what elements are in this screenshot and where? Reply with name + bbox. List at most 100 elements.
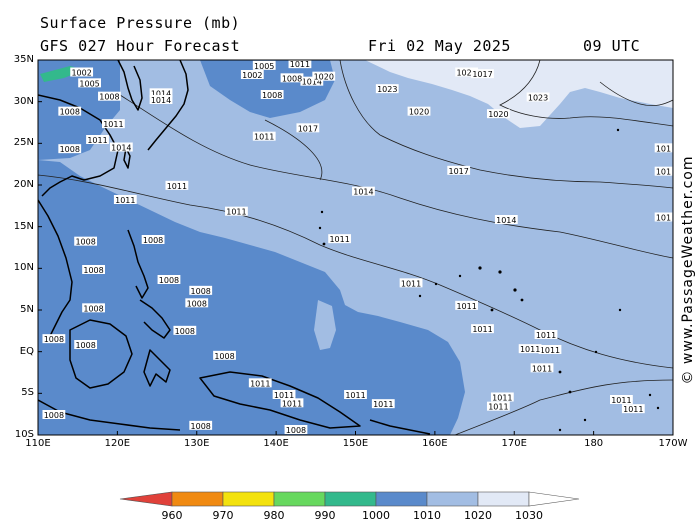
svg-text:1020: 1020 bbox=[409, 108, 429, 117]
land-sulawesi bbox=[143, 349, 171, 387]
isobar-label: 1020 bbox=[486, 109, 510, 119]
svg-text:1008: 1008 bbox=[286, 426, 306, 435]
land-philippines-luzon bbox=[127, 229, 149, 299]
isobar-label: 1014 bbox=[149, 95, 173, 105]
isobar-label: 1011 bbox=[288, 60, 312, 69]
svg-text:1014: 1014 bbox=[111, 144, 131, 153]
isobar-label: 1005 bbox=[252, 60, 276, 71]
isobar-label: 1008 bbox=[42, 334, 66, 344]
isobar-label: 1020 bbox=[312, 71, 336, 82]
svg-text:1011: 1011 bbox=[226, 208, 246, 217]
colorbar-label: 1000 bbox=[362, 509, 390, 522]
isobar-label: 1008 bbox=[185, 298, 209, 308]
latitude-label: 30N bbox=[13, 95, 34, 107]
isobar-label: 1014 bbox=[494, 215, 518, 225]
isobar-label: 1011 bbox=[165, 180, 189, 191]
isobar-label: 1011 bbox=[518, 344, 542, 354]
svg-text:1008: 1008 bbox=[75, 341, 95, 350]
svg-text:1008: 1008 bbox=[44, 335, 64, 344]
svg-text:1014: 1014 bbox=[151, 89, 171, 98]
svg-text:1011: 1011 bbox=[492, 394, 512, 403]
colorbar-segment bbox=[171, 491, 224, 507]
isobar-label: 1008 bbox=[189, 420, 213, 431]
latitude-label: 35N bbox=[13, 54, 34, 65]
longitude-label: 180 bbox=[584, 438, 604, 449]
svg-text:1011: 1011 bbox=[520, 345, 540, 354]
svg-text:1002: 1002 bbox=[71, 69, 91, 78]
colorbar-segment bbox=[324, 491, 377, 507]
svg-text:1005: 1005 bbox=[254, 62, 274, 71]
svg-text:1017: 1017 bbox=[472, 70, 492, 79]
isobar-label: 1008 bbox=[173, 325, 197, 336]
isobar-label: 1008 bbox=[58, 144, 82, 154]
svg-text:1011: 1011 bbox=[345, 391, 365, 400]
isobar-label: 1014 bbox=[352, 186, 375, 197]
isobar-1020 bbox=[499, 60, 673, 127]
isobar-label: 1008 bbox=[74, 236, 98, 247]
axis-ticks bbox=[37, 59, 674, 436]
isobar-label: 1005 bbox=[78, 78, 101, 88]
isobar-1014 bbox=[119, 94, 673, 259]
land-vietnam bbox=[38, 199, 73, 341]
isobar-label: 1002 bbox=[240, 70, 264, 80]
isobar-label: 1008 bbox=[58, 106, 82, 117]
svg-text:1011: 1011 bbox=[488, 403, 508, 412]
svg-text:1011: 1011 bbox=[282, 399, 302, 408]
isobar-label: 1011 bbox=[371, 399, 395, 409]
isobar-label: 1011 bbox=[621, 404, 645, 414]
svg-text:1011: 1011 bbox=[167, 182, 187, 191]
svg-text:1011: 1011 bbox=[373, 400, 393, 409]
pressure-band-1020-1030 bbox=[365, 60, 673, 128]
isobar-label: 1011 bbox=[538, 345, 562, 355]
latitude-label: 25N bbox=[13, 137, 34, 149]
latitude-label: 20N bbox=[13, 179, 34, 190]
svg-text:1008: 1008 bbox=[83, 266, 103, 275]
svg-text:1011: 1011 bbox=[623, 405, 643, 414]
isobar-label: 1017 bbox=[296, 123, 320, 133]
latitude-label: 10N bbox=[13, 262, 34, 274]
pressure-colorbar bbox=[119, 491, 580, 507]
svg-text:1008: 1008 bbox=[159, 276, 179, 285]
isobar-label: 101 bbox=[654, 166, 673, 177]
colorbar-label: 970 bbox=[212, 509, 234, 522]
longitude-label: 170W bbox=[658, 438, 688, 449]
svg-text:1011: 1011 bbox=[290, 60, 310, 69]
isobar-1023 bbox=[599, 81, 673, 107]
isobar-label: 1020 bbox=[455, 67, 479, 78]
svg-text:1023: 1023 bbox=[377, 85, 397, 94]
svg-text:1008: 1008 bbox=[44, 411, 64, 420]
colorbar-max-arrow bbox=[528, 491, 580, 507]
svg-text:1011: 1011 bbox=[540, 346, 560, 355]
colorbar-segment bbox=[375, 491, 428, 507]
svg-text:1011: 1011 bbox=[536, 331, 556, 340]
land-philippines-mindanao bbox=[139, 299, 171, 339]
isobar-label: 1011 bbox=[490, 392, 514, 403]
latitude-label: 10S bbox=[14, 429, 34, 440]
longitude-label: 110E bbox=[25, 438, 51, 449]
isobar-label: 1008 bbox=[98, 91, 121, 102]
watermark: © www.PassageWeather.com bbox=[680, 155, 696, 385]
svg-text:1008: 1008 bbox=[175, 327, 195, 336]
svg-text:1011: 1011 bbox=[250, 379, 270, 388]
svg-text:1011: 1011 bbox=[611, 396, 631, 405]
isobar-1008 bbox=[264, 119, 323, 181]
isobar-label: 1014 bbox=[149, 88, 173, 98]
longitude-label: 120E bbox=[104, 438, 131, 449]
svg-text:1008: 1008 bbox=[143, 236, 163, 245]
isobar-label: 1011 bbox=[530, 363, 554, 373]
svg-text:1011: 1011 bbox=[87, 136, 107, 145]
isobar-label: 1011 bbox=[280, 398, 304, 408]
isobar-label: 1008 bbox=[284, 425, 308, 435]
longitude-label: 150E bbox=[342, 438, 369, 449]
isobar-1011-south bbox=[454, 379, 673, 435]
isobar-label: 1011 bbox=[272, 390, 296, 400]
isobar-label: 1023 bbox=[526, 92, 550, 103]
svg-text:101: 101 bbox=[656, 214, 671, 223]
isobar-label: 101 bbox=[654, 143, 673, 153]
isobar-label: 1008 bbox=[42, 410, 66, 420]
isobar-label: 1020 bbox=[407, 106, 431, 117]
pressure-pocket bbox=[314, 300, 336, 350]
isobar-label: 1014 bbox=[109, 142, 133, 153]
isobar-label: 1011 bbox=[344, 390, 367, 400]
forecast-time: 09 UTC bbox=[583, 37, 641, 55]
